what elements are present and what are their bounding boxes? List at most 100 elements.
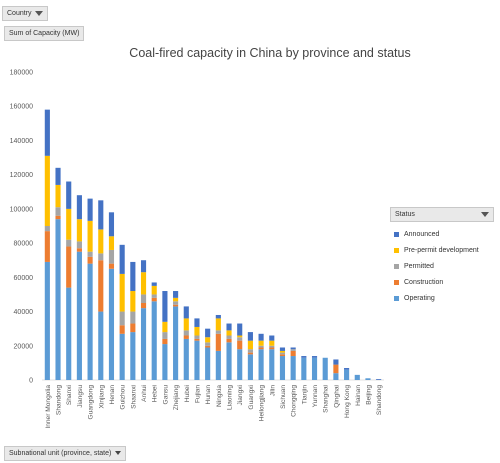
bar-segment-permitted [237,337,243,341]
bar-segment-pre-permit-development [226,330,232,336]
bar-segment-pre-permit-development [119,273,125,312]
bar-segment-announced [66,181,72,209]
x-tick-label: Shanxi [66,384,73,405]
bar-segment-announced [205,328,211,338]
bar-segment-permitted [205,342,211,346]
bar-segment-announced [108,212,115,237]
bar-segment-permitted [108,249,115,264]
country-filter-button[interactable]: Country [2,6,48,21]
bar-segment-pre-permit-development [205,337,211,343]
bar-segment-announced [247,332,253,341]
bar-segment-construction [55,215,61,220]
bar-segment-operating [279,356,286,380]
y-tick-label: 40000 [14,309,34,316]
x-tick-label: Hunan [205,385,212,405]
legend-label: Pre-permit development [404,246,479,254]
filter-icon [481,212,489,217]
bar-segment-construction [108,263,115,269]
bar-segment-operating [76,251,82,380]
bar-segment-construction [226,338,232,343]
axis-field-button[interactable]: Subnational unit (province, state) [4,446,127,461]
bar-segment-permitted [183,330,189,336]
bar-segment-operating [333,373,339,380]
bar-segment-construction [119,325,125,334]
bar-segment-permitted [279,352,286,355]
country-filter-label: Country [7,10,32,17]
y-tick-label: 120000 [10,172,33,179]
x-tick-label: Liaoning [227,385,234,410]
bar-segment-pre-permit-development [140,272,147,295]
bar-segment-permitted [119,311,125,326]
bar-segment-pre-permit-development [194,326,200,336]
bar-segment-operating [162,344,168,380]
bar-segment-announced [226,323,232,331]
bar-segment-operating [87,263,93,380]
legend-item-pre-permit-development: Pre-permit development [394,242,494,258]
bar-segment-announced [269,335,275,341]
x-tick-label: Shanghai [323,384,330,412]
legend-swatch [394,279,399,285]
legend-label: Operating [404,294,435,302]
bar-segment-operating [108,268,115,380]
bar-segment-announced [55,167,61,185]
x-tick-label: Ningxia [216,385,223,407]
bar-segment-announced [215,314,221,319]
bar-segment-permitted [66,239,72,247]
bar-segment-operating [290,356,296,380]
bar-segment-operating [247,354,253,380]
sum-field-label: Sum of Capacity (MW) [9,30,80,37]
bar-segment-operating [237,349,243,380]
bar-segment-announced [290,347,296,350]
bar-segment-announced [76,195,82,220]
bar-segment-pre-permit-development [98,229,104,254]
y-tick-label: 180000 [10,70,33,77]
bar-segment-operating [183,338,189,380]
x-tick-label: Hebei [152,384,159,402]
y-tick-label: 0 [29,378,33,385]
legend: Status Announced Pre-permit development … [390,207,494,306]
x-tick-label: Sichuan [280,385,287,409]
legend-swatch [394,295,399,301]
x-tick-label: Zhejiang [173,385,180,411]
bar-segment-construction [194,338,200,341]
bar-segment-pre-permit-development [247,340,253,350]
chart-title: Coal-fired capacity in China by province… [129,46,411,60]
bar-segment-announced [194,318,200,327]
bar-segment-operating [119,333,125,380]
bar-segment-announced [301,356,307,358]
bar-segment-announced [140,260,147,273]
legend-header-button[interactable]: Status [390,207,494,222]
x-tick-label: Beijing [365,385,372,405]
bar-segment-pre-permit-development [66,208,72,240]
x-tick-label: Hainan [355,385,362,406]
bar-segment-operating [55,219,61,380]
y-tick-label: 140000 [10,138,33,145]
bar-segment-pre-permit-development [237,335,243,338]
bar-segment-construction [66,246,72,288]
x-tick-label: Hubei [184,384,191,402]
bar-segment-operating [173,306,179,380]
x-tick-label: Henan [109,385,116,405]
bar-segment-operating [269,349,275,380]
y-tick-label: 20000 [14,343,34,350]
bar-segment-operating [365,378,371,380]
bar-segment-construction [247,352,253,355]
bar-segment-pre-permit-development [269,340,275,346]
x-tick-label: Hong Kong [344,385,351,418]
bar-segment-announced [183,306,189,319]
bar-segment-permitted [98,253,104,261]
bar-segment-permitted [194,335,200,339]
bar-segment-announced [98,200,104,230]
bar-segment-construction [237,340,243,350]
bar-segment-permitted [140,294,147,303]
legend-swatch [394,247,399,253]
bar-segment-operating [301,357,307,380]
bar-segment-permitted [76,241,82,249]
sum-field-button[interactable]: Sum of Capacity (MW) [4,26,85,41]
legend-swatch [394,231,399,237]
y-tick-label: 160000 [10,104,33,111]
bar-segment-construction [87,256,93,264]
bar-segment-construction [333,364,339,374]
bar-segment-construction [130,323,136,333]
